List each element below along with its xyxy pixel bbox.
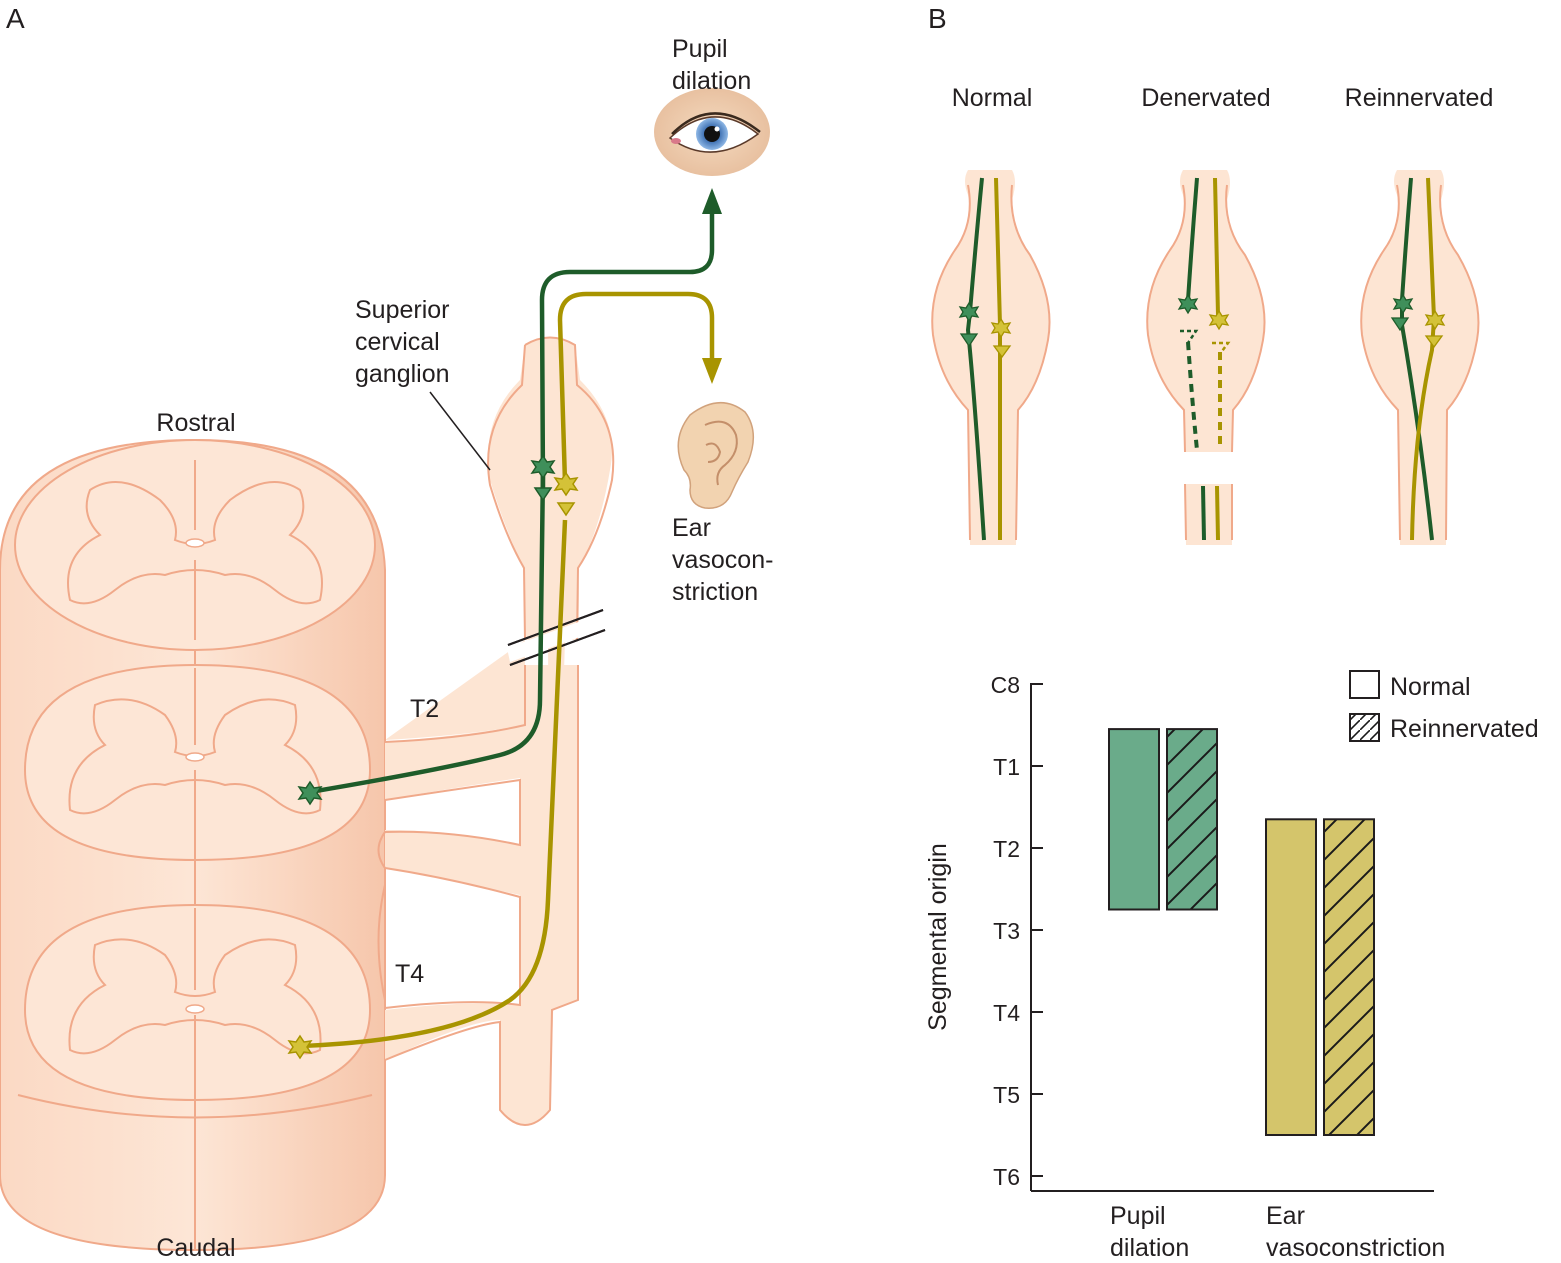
sympathetic-chain xyxy=(377,336,615,1126)
bar-reinnervated-ear xyxy=(1323,818,1375,1136)
panel-b-letter: B xyxy=(928,3,947,34)
y-tick-label: T3 xyxy=(993,918,1020,944)
ganglion-normal xyxy=(931,170,1051,545)
y-tick-label: T5 xyxy=(993,1082,1020,1108)
ganglion-label-line1: Superior xyxy=(355,296,450,324)
category-label-pupil-line1: Pupil xyxy=(1110,1202,1166,1230)
ganglion-denervated xyxy=(1146,170,1266,545)
condition-denervated-label: Denervated xyxy=(1141,84,1270,112)
t2-label: T2 xyxy=(410,695,439,723)
category-label-ear-line1: Ear xyxy=(1266,1202,1305,1230)
ear-label-line1: Ear xyxy=(672,514,711,542)
panel-a-letter: A xyxy=(6,3,25,34)
cross-section-t2 xyxy=(23,663,372,862)
ganglion-reinnervated xyxy=(1360,170,1480,545)
legend-swatch-reinnervated xyxy=(1349,713,1380,742)
neuron-star-icon xyxy=(287,471,579,1060)
legend-label-reinnervated: Reinnervated xyxy=(1390,715,1539,743)
ear-pathway xyxy=(299,291,722,1049)
cross-section-rostral xyxy=(14,439,376,651)
legend-swatch-normal xyxy=(1349,670,1380,699)
cross-section-t4 xyxy=(23,903,372,1102)
y-tick-label: T1 xyxy=(993,754,1020,780)
pupil-label-line2: dilation xyxy=(672,67,751,95)
ear-label-line3: striction xyxy=(672,578,758,606)
caudal-label: Caudal xyxy=(156,1234,235,1262)
ganglion-label-line3: ganglion xyxy=(355,360,450,388)
ear-icon xyxy=(677,401,754,509)
category-label-pupil-line2: dilation xyxy=(1110,1234,1189,1262)
bar-normal-pupil xyxy=(1108,728,1160,911)
neuron-star-icon xyxy=(297,454,556,806)
segmental-origin-chart: C8 T1 T2 T3 T4 T5 T6 Segmental origin Pupil di… xyxy=(924,670,1539,1262)
pupil-label-line1: Pupil xyxy=(672,35,728,63)
rostral-label: Rostral xyxy=(156,409,235,437)
t4-label: T4 xyxy=(395,960,424,988)
bar-normal-ear xyxy=(1265,818,1317,1136)
y-axis-title: Segmental origin xyxy=(924,843,952,1031)
bar-reinnervated-pupil xyxy=(1166,728,1218,911)
ganglion-label-line2: cervical xyxy=(355,328,440,356)
spinal-cord xyxy=(0,438,386,1252)
y-tick-label: T4 xyxy=(993,1000,1020,1026)
y-tick-label: T2 xyxy=(993,836,1020,862)
condition-normal-label: Normal xyxy=(952,84,1033,112)
pupil-pathway xyxy=(309,188,722,795)
ganglion-leader-line xyxy=(429,391,491,471)
synapse-terminal-icon xyxy=(533,487,576,517)
chart-legend: Normal Reinnervated xyxy=(1349,670,1539,743)
condition-reinnervated-label: Reinnervated xyxy=(1345,84,1494,112)
ear-label-line2: vasocon- xyxy=(672,546,773,574)
y-tick-label: T6 xyxy=(993,1164,1020,1190)
category-label-ear-line2: vasoconstriction xyxy=(1266,1234,1445,1262)
legend-label-normal: Normal xyxy=(1390,673,1471,701)
y-tick-label: C8 xyxy=(991,672,1020,698)
eye-icon xyxy=(654,88,770,176)
